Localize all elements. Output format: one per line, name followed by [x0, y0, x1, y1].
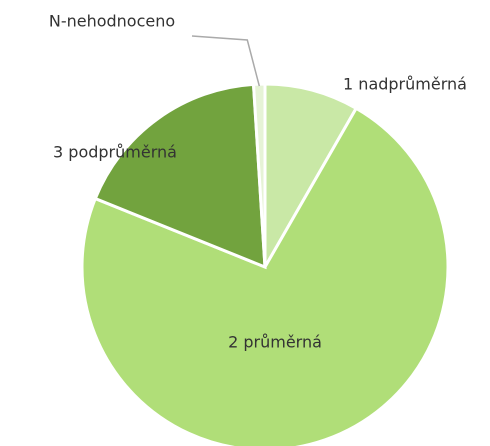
slice-label: 2 průměrná	[228, 333, 322, 352]
slice-label: 3 podprůměrná	[53, 143, 177, 162]
pie-slice	[93, 82, 267, 270]
leader-line	[191, 35, 261, 87]
pie-slice	[263, 82, 359, 273]
slice-label: 1 nadprůměrná	[343, 75, 467, 94]
slice-label: N-nehodnoceno	[49, 12, 175, 31]
pie-slice	[80, 106, 450, 446]
